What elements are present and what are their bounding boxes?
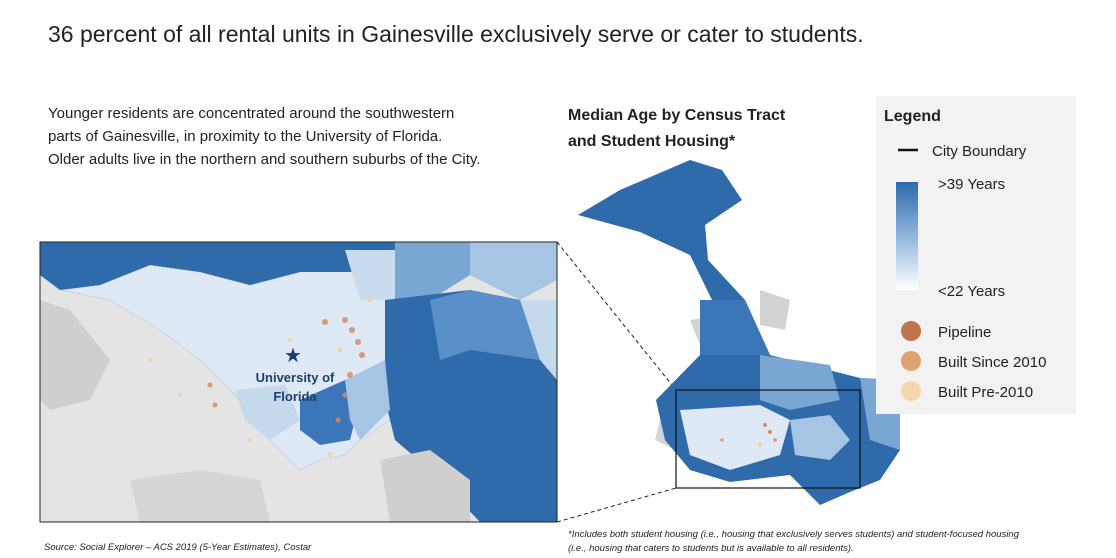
- housing-dot: [720, 438, 724, 442]
- pre2010-dot: [178, 393, 182, 397]
- outside-area: [40, 300, 110, 410]
- pipeline-dot: [342, 317, 348, 323]
- page-title: 36 percent of all rental units in Gaines…: [48, 21, 864, 47]
- pre2010-dots: [148, 297, 373, 458]
- tract-pale: [680, 405, 790, 470]
- pipeline-dot: [359, 352, 365, 358]
- outside-area: [130, 470, 270, 522]
- housing-dots: [207, 317, 365, 423]
- built-dot: [207, 382, 213, 388]
- tract-mid: [430, 290, 540, 360]
- legend-label: <22 Years: [938, 283, 1005, 300]
- footnote: *Includes both student housing (i.e., ho…: [568, 529, 1020, 540]
- description-line: parts of Gainesville, in proximity to th…: [48, 128, 442, 145]
- city-dots: [720, 423, 777, 447]
- tract-light: [790, 415, 850, 460]
- pre2010-dot: [337, 347, 343, 353]
- legend-label: Pipeline: [938, 324, 991, 341]
- tract-light: [520, 300, 557, 380]
- built-dot: [347, 372, 353, 378]
- footnote: (i.e., housing that caters to students b…: [568, 543, 854, 554]
- pipeline-swatch: [901, 321, 921, 341]
- legend-label: City Boundary: [932, 143, 1027, 160]
- outside-area: [380, 450, 470, 522]
- built-pre-swatch: [901, 381, 921, 401]
- tract-dark: [700, 300, 770, 360]
- source: Source: Social Explorer – ACS 2019 (5-Ye…: [44, 542, 312, 553]
- pipeline-dot: [355, 339, 361, 345]
- housing-dot: [768, 430, 772, 434]
- description-line: Younger residents are concentrated aroun…: [48, 105, 454, 122]
- connector-line: [556, 487, 677, 523]
- built-dot: [335, 417, 341, 423]
- pipeline-dot: [349, 327, 355, 333]
- map-title: and Student Housing*: [568, 133, 736, 150]
- university-star: ★: [284, 345, 302, 367]
- built-dot: [342, 392, 348, 398]
- connector-line: [556, 241, 677, 391]
- inset-label: University of: [256, 370, 335, 385]
- inset-label: Florida: [273, 389, 317, 404]
- tract-light: [345, 250, 395, 300]
- legend-label: >39 Years: [938, 176, 1005, 193]
- legend-title: Legend: [884, 108, 941, 125]
- pre2010-dot: [367, 297, 373, 303]
- pre2010-dot: [327, 452, 333, 458]
- legend-label: Built Since 2010: [938, 354, 1046, 371]
- pre2010-dot: [288, 338, 292, 342]
- inset-extent: [675, 389, 861, 489]
- tract-light: [345, 360, 390, 440]
- housing-dot: [773, 438, 777, 442]
- pre2010-dot: [248, 438, 252, 442]
- map-title: Median Age by Census Tract: [568, 107, 786, 124]
- outside-area: [760, 290, 790, 330]
- housing-dot: [758, 443, 762, 447]
- tract-mid: [760, 355, 840, 410]
- inset-frame: [39, 241, 558, 523]
- tract-light: [470, 242, 557, 300]
- housing-dot: [763, 423, 767, 427]
- pipeline-dot: [322, 319, 328, 325]
- tract-mid: [395, 242, 470, 300]
- inset-map: ★: [40, 242, 557, 522]
- legend-label: Built Pre-2010: [938, 384, 1033, 401]
- built-since-swatch: [901, 351, 921, 371]
- gradient-swatch: [896, 182, 918, 290]
- built-dot: [212, 402, 218, 408]
- description-line: Older adults live in the northern and so…: [48, 151, 480, 168]
- tract-dark: [40, 242, 395, 290]
- tract-light: [235, 385, 300, 440]
- city-map: [578, 160, 900, 505]
- pre2010-dot: [148, 358, 152, 362]
